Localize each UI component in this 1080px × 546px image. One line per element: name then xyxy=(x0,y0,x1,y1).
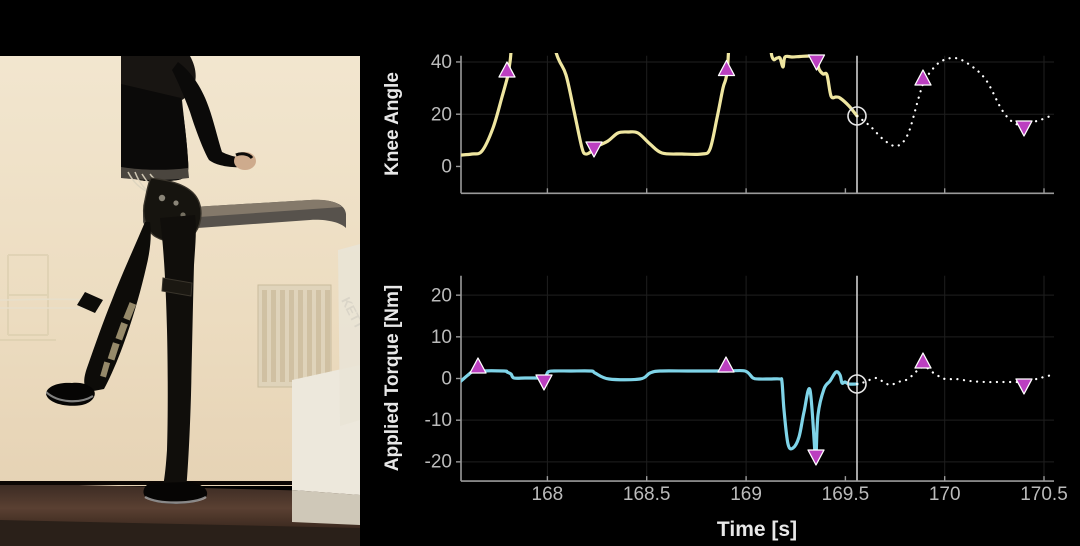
svg-text:Knee Angle: Knee Angle xyxy=(382,72,403,176)
svg-text:169.5: 169.5 xyxy=(822,484,870,505)
svg-text:170: 170 xyxy=(929,484,961,505)
svg-text:10: 10 xyxy=(431,327,452,348)
svg-text:Applied Torque [Nm]: Applied Torque [Nm] xyxy=(382,285,403,471)
svg-text:20: 20 xyxy=(431,286,452,307)
svg-text:-10: -10 xyxy=(425,410,452,431)
svg-text:0: 0 xyxy=(441,369,452,390)
svg-text:168: 168 xyxy=(532,484,564,505)
svg-text:170.5: 170.5 xyxy=(1020,484,1068,505)
svg-text:169: 169 xyxy=(730,484,762,505)
svg-text:40: 40 xyxy=(431,52,452,73)
svg-text:Time [s]: Time [s] xyxy=(717,518,797,541)
svg-text:20: 20 xyxy=(431,105,452,126)
svg-text:-20: -20 xyxy=(425,452,452,473)
svg-text:168.5: 168.5 xyxy=(623,484,671,505)
svg-text:0: 0 xyxy=(441,157,452,178)
